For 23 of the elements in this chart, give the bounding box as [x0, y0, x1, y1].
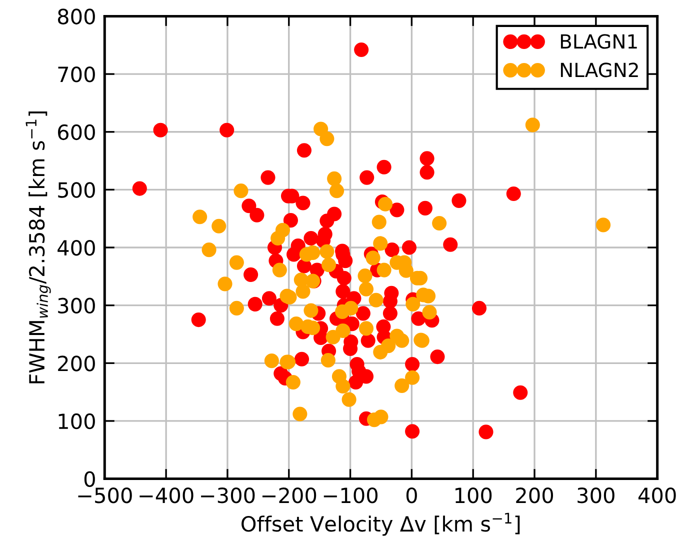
y-tick-label: 800	[58, 8, 95, 24]
x-tick-label: 100	[456, 487, 492, 504]
legend-label: NLAGN2	[560, 62, 638, 78]
x-tick-label: −500	[78, 487, 132, 504]
legend-label: BLAGN1	[560, 34, 637, 49]
y-tick-label: 700	[58, 66, 95, 82]
y-tick-label: 600	[58, 124, 95, 140]
y-tick-label: 500	[58, 182, 95, 198]
x-tick-label: 300	[578, 487, 614, 504]
y-tick-label: 200	[58, 356, 95, 372]
y-tick-label: 400	[58, 240, 95, 256]
x-axis-title: Offset Velocity Δv [km s$^{−1}$]	[242, 512, 520, 536]
x-tick-label: −100	[324, 487, 378, 504]
x-tick-label: −400	[140, 487, 194, 504]
x-tick-label: −200	[262, 487, 316, 504]
x-tick-label: 0	[406, 487, 417, 504]
y-tick-label: 100	[58, 413, 95, 430]
y-tick-label: 300	[58, 298, 95, 314]
y-axis-title: FWHM$_{wing}$/2.3584 [km s$^{−1}$]	[26, 112, 51, 384]
x-tick-label: 200	[516, 487, 554, 504]
y-tick-label: 0	[84, 471, 95, 487]
x-tick-label: −300	[201, 487, 255, 504]
x-tick-label: 400	[638, 487, 676, 504]
